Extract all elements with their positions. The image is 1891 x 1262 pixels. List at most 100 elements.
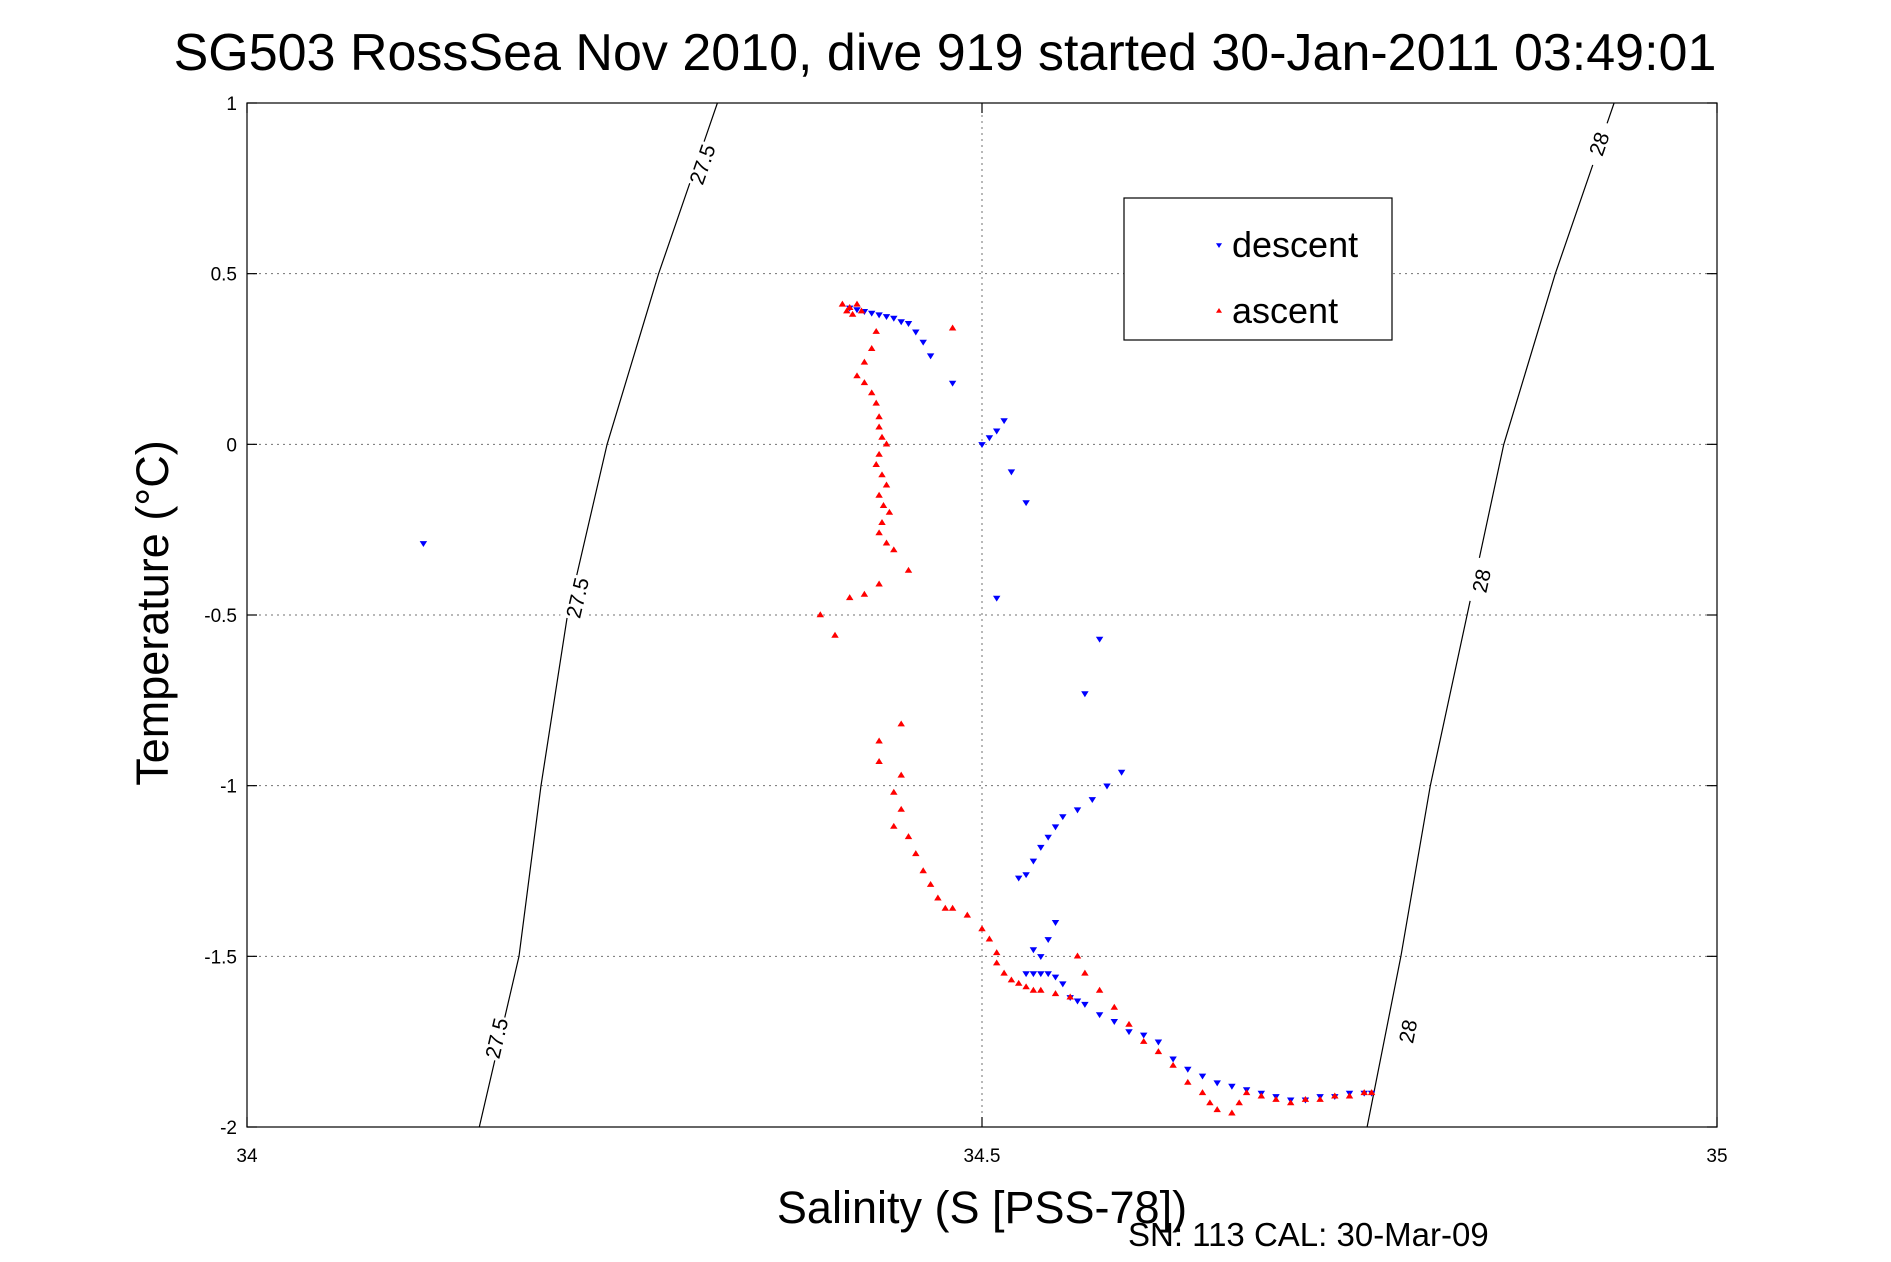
descent-point (1029, 947, 1038, 954)
legend-ascent-marker (1216, 308, 1222, 313)
y-tick-label: -2 (220, 1118, 237, 1139)
legend: descent ascent (1123, 197, 1393, 341)
ascent-point (875, 580, 883, 587)
descent-point (1095, 1012, 1104, 1019)
descent-point (419, 541, 428, 548)
ascent-point (879, 502, 888, 508)
descent-point (1000, 418, 1008, 425)
contour-label-28: 28 (1395, 1018, 1422, 1045)
ascent-point (843, 307, 851, 314)
calibration-footer: SN: 113 CAL: 30-Mar-09 (1128, 1216, 1489, 1253)
density-contour-27.5 (478, 102, 718, 1128)
ascent-point (867, 389, 876, 396)
ascent-point (912, 850, 920, 857)
descent-point (882, 314, 891, 321)
descent-point (1059, 814, 1067, 821)
descent-point (1117, 769, 1126, 776)
series-ascent (816, 300, 1376, 1116)
ascent-point (875, 423, 883, 430)
ascent-point (853, 300, 861, 307)
ascent-point (1014, 979, 1023, 986)
ascent-point (1007, 976, 1016, 983)
contour-label-bg (560, 573, 596, 623)
descent-point (1139, 1032, 1148, 1039)
descent-point (926, 353, 935, 360)
y-tick-label: -1 (220, 777, 237, 798)
descent-point (1037, 971, 1045, 978)
ascent-point (875, 491, 883, 498)
descent-point (1037, 954, 1045, 961)
descent-point (1044, 937, 1052, 944)
ascent-point (848, 310, 857, 317)
ascent-point (992, 959, 1001, 966)
ascent-point (1037, 986, 1045, 993)
descent-point (1125, 1029, 1133, 1036)
descent-point (1081, 1001, 1089, 1008)
descent-point (919, 339, 927, 346)
ascent-point (875, 758, 883, 764)
ascent-point (882, 481, 891, 488)
ascent-point (1367, 1089, 1376, 1096)
ascent-point (872, 327, 880, 334)
contour-label-bg (1579, 118, 1619, 169)
ascent-point (872, 461, 880, 467)
contour-label-bg (1391, 1007, 1426, 1056)
ascent-point (878, 471, 886, 478)
ascent-point (838, 300, 847, 307)
descent-point (1088, 797, 1097, 804)
ascent-point (845, 304, 854, 310)
descent-point (1044, 834, 1052, 841)
grid (246, 102, 1718, 1128)
descent-point (853, 307, 861, 314)
ascent-point (860, 358, 869, 365)
contour-label-27.5: 27.5 (482, 1016, 514, 1061)
ascent-point (1073, 952, 1082, 959)
descent-point (1051, 974, 1060, 981)
ascent-point (860, 590, 869, 597)
descent-point (904, 321, 913, 327)
ascent-point (872, 399, 880, 406)
ascent-point (1213, 1106, 1221, 1113)
ascent-point (948, 904, 957, 911)
ascent-point (845, 594, 854, 601)
descent-point (1014, 875, 1023, 882)
legend-item-descent: descent (1216, 224, 1358, 265)
descent-point (1228, 1083, 1236, 1090)
descent-point (948, 380, 957, 387)
y-axis-label: Temperature (°C) (127, 440, 178, 786)
legend-item-ascent: ascent (1216, 290, 1338, 331)
ascent-point (890, 788, 898, 795)
x-tick-label: 34 (236, 1146, 258, 1167)
ascent-point (890, 822, 898, 829)
ascent-point (875, 529, 883, 536)
y-tick-label: 0.5 (211, 265, 237, 286)
descent-point (1044, 971, 1052, 978)
ascent-point (948, 324, 957, 331)
ascent-point (878, 519, 886, 525)
ascent-point (1257, 1092, 1266, 1099)
descent-point (1029, 858, 1038, 865)
ascent-point (1316, 1095, 1324, 1102)
contour-label-bg (683, 139, 723, 190)
ascent-point (1235, 1099, 1243, 1106)
ascent-point (875, 737, 883, 744)
descent-point (875, 312, 883, 319)
y-tick-label: -0.5 (204, 606, 237, 627)
ascent-point (878, 433, 886, 440)
descent-point (1110, 1019, 1119, 1025)
ascent-point (831, 631, 839, 638)
ascent-point (890, 546, 898, 553)
density-contour-28 (1366, 102, 1615, 1128)
ascent-point (1066, 993, 1074, 1000)
descent-point (1051, 920, 1060, 926)
ascent-point (897, 720, 905, 727)
ascent-point (882, 440, 891, 447)
ascent-point (867, 345, 876, 351)
descent-point (1059, 981, 1067, 988)
x-tick-label: 34.5 (964, 1146, 1001, 1167)
ascent-point (882, 539, 891, 546)
descent-point (867, 310, 876, 317)
ascent-point (897, 771, 905, 778)
ascent-point (816, 611, 825, 618)
